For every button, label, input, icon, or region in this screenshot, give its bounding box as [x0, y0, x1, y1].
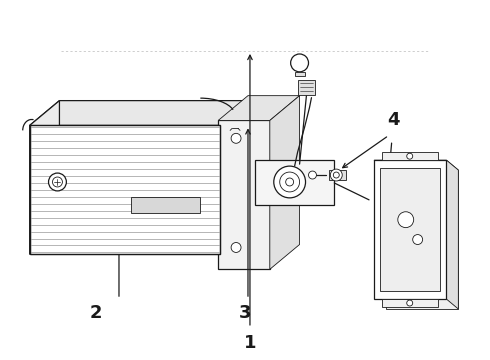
Circle shape — [231, 243, 241, 252]
Polygon shape — [329, 170, 346, 180]
Polygon shape — [30, 100, 250, 125]
Text: 3: 3 — [239, 304, 251, 322]
Polygon shape — [255, 160, 334, 205]
Text: 4: 4 — [388, 112, 400, 130]
Polygon shape — [297, 80, 316, 95]
Polygon shape — [382, 299, 439, 307]
Polygon shape — [30, 100, 59, 255]
Circle shape — [52, 177, 62, 187]
Polygon shape — [374, 160, 458, 170]
Polygon shape — [380, 168, 441, 291]
Text: 2: 2 — [90, 304, 102, 322]
Polygon shape — [382, 152, 439, 160]
Circle shape — [398, 212, 414, 228]
Circle shape — [407, 153, 413, 159]
Circle shape — [49, 173, 66, 191]
Circle shape — [309, 171, 317, 179]
Polygon shape — [294, 72, 305, 76]
Polygon shape — [30, 125, 220, 255]
Polygon shape — [218, 96, 299, 121]
Polygon shape — [131, 197, 200, 213]
Polygon shape — [446, 160, 458, 309]
Circle shape — [280, 172, 299, 192]
Circle shape — [413, 235, 422, 244]
Text: 1: 1 — [244, 334, 256, 352]
Circle shape — [286, 178, 294, 186]
Polygon shape — [270, 96, 299, 269]
Circle shape — [333, 172, 339, 178]
Circle shape — [231, 133, 241, 143]
Circle shape — [274, 166, 306, 198]
Circle shape — [330, 169, 342, 181]
Polygon shape — [386, 170, 458, 309]
Polygon shape — [59, 100, 250, 230]
Polygon shape — [218, 121, 270, 269]
Polygon shape — [374, 160, 446, 299]
Circle shape — [291, 54, 309, 72]
Circle shape — [407, 300, 413, 306]
